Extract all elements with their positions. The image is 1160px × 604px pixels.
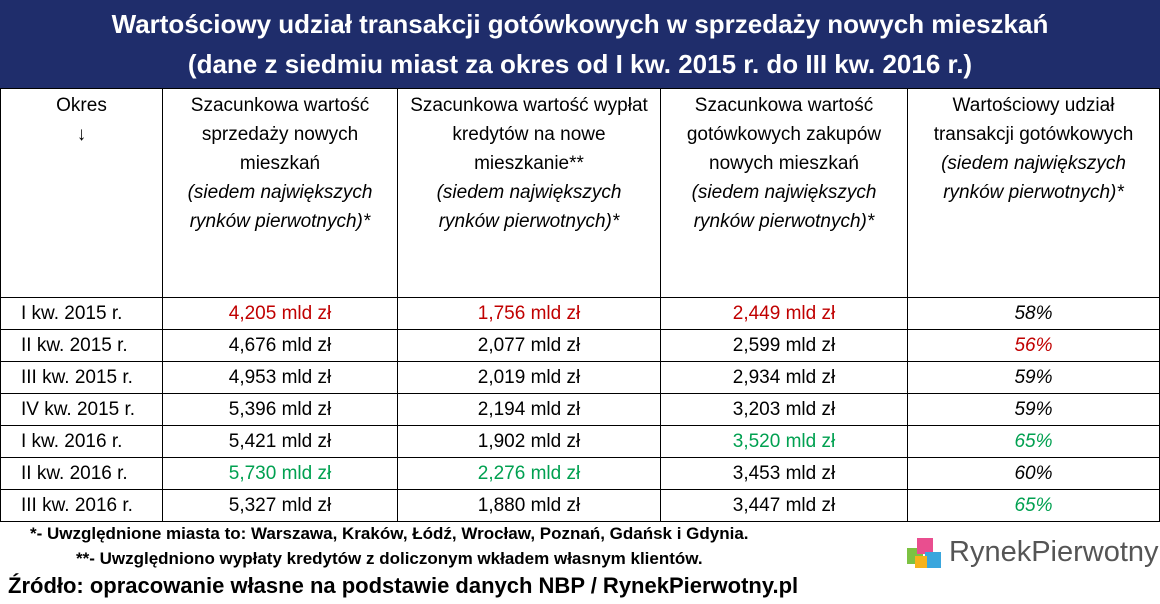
data-table: Okres ↓ Szacunkowa wartość sprzedaży nowyc… (0, 88, 1160, 522)
table-row: III kw. 2016 r. 5,327 mld zł 1,880 mld zł 3… (0, 489, 1160, 522)
header-note: (siedem największych rynków pierwotnych)… (941, 153, 1126, 203)
value-cell: 58% (907, 297, 1160, 330)
value-cell: 2,276 mld zł (397, 457, 661, 490)
value-cell: 2,019 mld zł (397, 361, 661, 394)
header-text: Wartościowy udział transakcji gotówkowyc… (933, 95, 1134, 145)
logo-icon (907, 538, 941, 568)
period-cell: IV kw. 2015 r. (0, 393, 163, 426)
title-line: Wartościowy udział transakcji gotówkowyc… (111, 9, 1049, 39)
table-body: I kw. 2015 r. 4,205 mld zł 1,756 mld zł 2,4… (0, 297, 1160, 522)
column-header: Okres ↓ (0, 88, 163, 298)
table-row: II kw. 2016 r. 5,730 mld zł 2,276 mld zł 3,… (0, 457, 1160, 490)
value-cell: 2,449 mld zł (660, 297, 908, 330)
header-text: Szacunkowa wartość wypłat kredytów na no… (410, 95, 648, 174)
value-cell: 1,902 mld zł (397, 425, 661, 458)
value-cell: 65% (907, 425, 1160, 458)
value-cell: 3,447 mld zł (660, 489, 908, 522)
logo-square (925, 552, 941, 568)
period-cell: III kw. 2015 r. (0, 361, 163, 394)
logo-text: RynekPierwotny (949, 536, 1159, 568)
value-cell: 5,730 mld zł (162, 457, 398, 490)
value-cell: 2,077 mld zł (397, 329, 661, 362)
value-cell: 59% (907, 393, 1160, 426)
footnote: **- Uwzględniono wypłaty kredytów z doli… (76, 549, 703, 568)
logo-square (915, 556, 927, 568)
column-header: Szacunkowa wartość gotówkowych zakupów n… (660, 88, 908, 298)
table-row: I kw. 2015 r. 4,205 mld zł 1,756 mld zł 2,4… (0, 297, 1160, 330)
value-cell: 4,953 mld zł (162, 361, 398, 394)
value-cell: 3,453 mld zł (660, 457, 908, 490)
logo: RynekPierwotny (905, 532, 1159, 576)
period-cell: II kw. 2016 r. (0, 457, 163, 490)
value-cell: 1,756 mld zł (397, 297, 661, 330)
value-cell: 5,421 mld zł (162, 425, 398, 458)
value-cell: 4,676 mld zł (162, 329, 398, 362)
value-cell: 5,396 mld zł (162, 393, 398, 426)
value-cell: 59% (907, 361, 1160, 394)
period-cell: I kw. 2016 r. (0, 425, 163, 458)
column-header: Szacunkowa wartość sprzedaży nowych mies… (162, 88, 398, 298)
value-cell: 56% (907, 329, 1160, 362)
header-note: ↓ (76, 124, 87, 145)
header-text: Okres (56, 95, 107, 116)
value-cell: 2,599 mld zł (660, 329, 908, 362)
table-row: III kw. 2015 r. 4,953 mld zł 2,019 mld zł 2… (0, 361, 1160, 394)
value-cell: 5,327 mld zł (162, 489, 398, 522)
header-row: Okres ↓ Szacunkowa wartość sprzedaży nowyc… (0, 88, 1160, 298)
value-cell: 2,934 mld zł (660, 361, 908, 394)
column-header: Szacunkowa wartość wypłat kredytów na no… (397, 88, 661, 298)
header-text: Szacunkowa wartość gotówkowych zakupów n… (686, 95, 882, 174)
footnote: *- Uwzględnione miasta to: Warszawa, Kra… (30, 524, 749, 543)
header-note: (siedem największych rynków pierwotnych)… (691, 182, 877, 232)
logo-square (917, 538, 933, 554)
column-header: Wartościowy udział transakcji gotówkowyc… (907, 88, 1160, 298)
title-band: Wartościowy udział transakcji gotówkowyc… (0, 0, 1160, 88)
value-cell: 3,520 mld zł (660, 425, 908, 458)
value-cell: 60% (907, 457, 1160, 490)
value-cell: 4,205 mld zł (162, 297, 398, 330)
period-cell: II kw. 2015 r. (0, 329, 163, 362)
source: Źródło: opracowanie własne na podstawie … (8, 573, 799, 598)
header-note: (siedem największych rynków pierwotnych)… (436, 182, 622, 232)
value-cell: 3,203 mld zł (660, 393, 908, 426)
value-cell: 1,880 mld zł (397, 489, 661, 522)
period-cell: III kw. 2016 r. (0, 489, 163, 522)
period-cell: I kw. 2015 r. (0, 297, 163, 330)
table-row: II kw. 2015 r. 4,676 mld zł 2,077 mld zł 2,… (0, 329, 1160, 362)
title-line: (dane z siedmiu miast za okres od I kw. … (187, 49, 973, 79)
table-row: I kw. 2016 r. 5,421 mld zł 1,902 mld zł 3,5… (0, 425, 1160, 458)
header-note: (siedem największych rynków pierwotnych)… (187, 182, 373, 232)
table-row: IV kw. 2015 r. 5,396 mld zł 2,194 mld zł 3,… (0, 393, 1160, 426)
value-cell: 65% (907, 489, 1160, 522)
value-cell: 2,194 mld zł (397, 393, 661, 426)
header-text: Szacunkowa wartość sprzedaży nowych mies… (190, 95, 370, 174)
